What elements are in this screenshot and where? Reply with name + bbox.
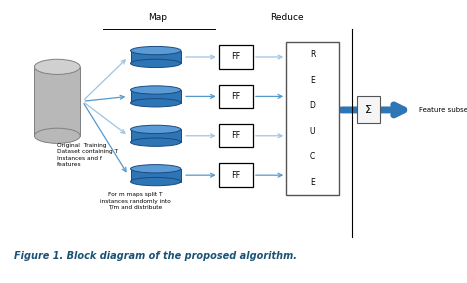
Bar [131, 90, 181, 103]
Text: R: R [310, 50, 315, 59]
Bar [219, 164, 253, 187]
Ellipse shape [130, 46, 181, 55]
Text: E: E [310, 178, 315, 187]
Bar [357, 97, 380, 123]
Text: U: U [310, 127, 315, 136]
Text: Reduce: Reduce [270, 13, 304, 22]
Bar [35, 67, 80, 136]
Text: FF: FF [231, 131, 241, 140]
Ellipse shape [35, 59, 80, 74]
Bar [219, 85, 253, 108]
Text: FF: FF [231, 171, 241, 180]
Ellipse shape [130, 59, 181, 68]
Text: Map: Map [149, 13, 168, 22]
Text: FF: FF [231, 52, 241, 61]
Text: Σ: Σ [365, 105, 372, 115]
Bar [219, 45, 253, 69]
Ellipse shape [130, 99, 181, 107]
Bar [131, 51, 181, 63]
Ellipse shape [130, 138, 181, 146]
Text: Figure 1. Block diagram of the proposed algorithm.: Figure 1. Block diagram of the proposed … [14, 251, 297, 261]
Bar [286, 42, 339, 195]
Text: E: E [310, 76, 315, 85]
Bar [219, 124, 253, 147]
Text: For m maps split T
instances randomly into
T/m and distribute: For m maps split T instances randomly in… [100, 192, 170, 210]
Text: FF: FF [231, 92, 241, 101]
Text: Original  Training
Dataset containing T
Instances and f
features: Original Training Dataset containing T I… [57, 143, 118, 167]
Ellipse shape [130, 165, 181, 173]
Ellipse shape [130, 86, 181, 94]
Ellipse shape [130, 177, 181, 186]
Text: C: C [310, 152, 315, 161]
Text: D: D [310, 101, 315, 110]
Bar [131, 129, 181, 142]
Ellipse shape [35, 128, 80, 143]
Text: Feature subset f.: Feature subset f. [419, 107, 467, 113]
Ellipse shape [130, 125, 181, 134]
Bar [131, 169, 181, 182]
